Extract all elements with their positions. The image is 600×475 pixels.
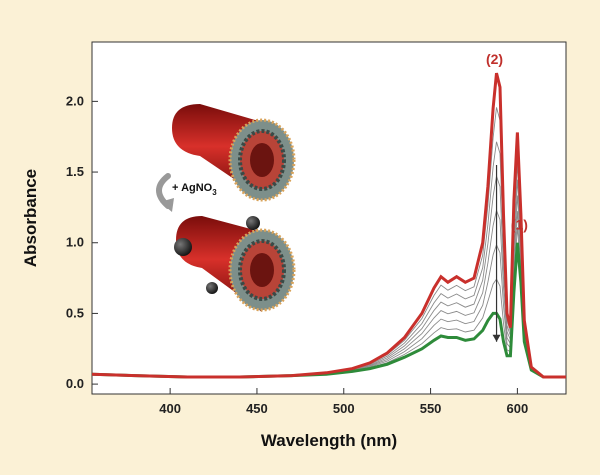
x-tick-label: 600 — [507, 401, 529, 416]
x-tick-label: 550 — [420, 401, 442, 416]
trend-arrow-head — [492, 334, 501, 342]
silver-particle — [174, 238, 192, 256]
series-layer — [92, 72, 566, 379]
y-tick-label: 0.5 — [66, 305, 84, 320]
y-tick-label: 1.5 — [66, 164, 84, 179]
x-tick-label: 500 — [333, 401, 355, 416]
y-tick-label: 1.0 — [66, 235, 84, 250]
series-2-line — [92, 72, 566, 379]
axis-tick-labels: 400 450 500 550 600 0.0 0.5 1.0 1.5 2.0 — [66, 93, 528, 416]
x-tick-label: 400 — [159, 401, 181, 416]
axis-ticks — [92, 100, 518, 394]
silver-particle — [206, 282, 218, 294]
x-axis-title: Wavelength (nm) — [261, 431, 397, 450]
reagent-label: + AgNO3 — [172, 182, 217, 197]
nanotube-inset: + AgNO3 — [156, 104, 296, 312]
y-axis-title: Absorbance — [21, 169, 40, 267]
nanotube-bottom — [174, 216, 296, 312]
y-tick-label: 0.0 — [66, 376, 84, 391]
reaction-arrow-icon — [156, 173, 174, 212]
nanotube-top — [172, 104, 296, 202]
silver-particle — [246, 216, 260, 230]
series-label-2: (2) — [486, 51, 503, 67]
series-1-line — [92, 242, 566, 379]
series-label-1: (1) — [511, 217, 528, 233]
x-tick-label: 450 — [246, 401, 268, 416]
y-tick-label: 2.0 — [66, 93, 84, 108]
